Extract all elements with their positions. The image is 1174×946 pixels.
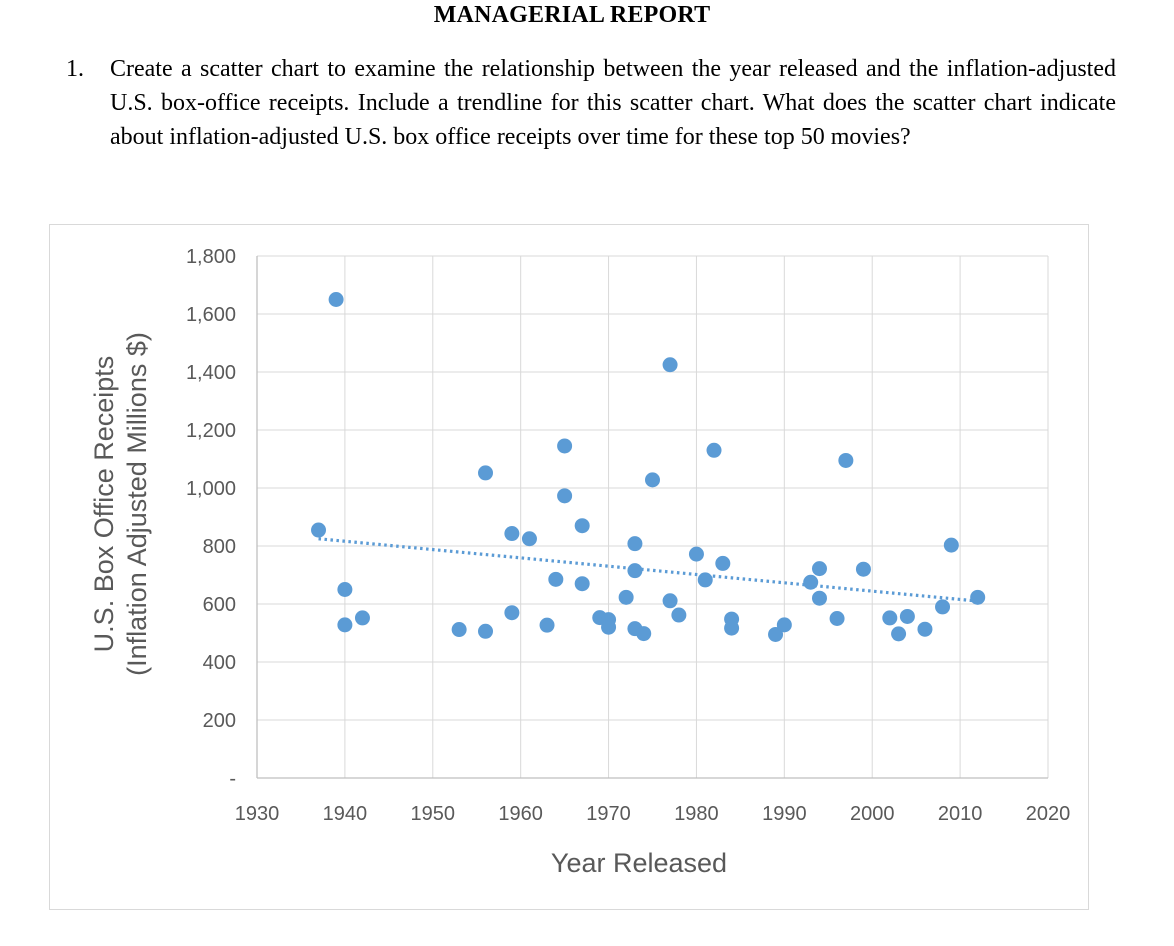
x-tick-label: 1970 xyxy=(586,803,631,825)
data-point xyxy=(970,589,986,605)
data-point xyxy=(311,522,327,538)
x-tick-labels: 1930 1940 1950 1960 1970 1980 1990 2000 2010 2020 xyxy=(235,803,1071,825)
x-tick-label: 1980 xyxy=(674,803,719,825)
data-point xyxy=(768,626,784,642)
y-tick-label: 400 xyxy=(203,652,236,674)
data-point xyxy=(557,438,573,454)
data-point xyxy=(504,605,520,621)
data-point xyxy=(645,472,660,488)
data-point xyxy=(557,488,573,504)
data-point xyxy=(337,617,353,633)
y-tick-label: 600 xyxy=(203,594,236,616)
data-point xyxy=(935,599,951,615)
data-point xyxy=(478,465,494,481)
axes xyxy=(256,256,1048,779)
data-point xyxy=(671,607,687,623)
data-point xyxy=(548,571,564,587)
data-point xyxy=(662,593,678,609)
data-point xyxy=(478,623,494,639)
y-tick-label: 1,200 xyxy=(186,420,236,442)
report-title: MANAGERIAL REPORT xyxy=(433,2,711,28)
data-point xyxy=(776,617,792,633)
y-tick-label: 200 xyxy=(203,710,236,732)
data-point xyxy=(451,622,467,638)
x-tick-label: 1950 xyxy=(411,803,456,825)
data-point xyxy=(829,611,845,626)
data-point xyxy=(882,610,898,626)
data-point xyxy=(618,589,634,605)
trendline xyxy=(318,537,978,603)
y-tick-label: 1,800 xyxy=(186,246,236,268)
x-tick-label: 1990 xyxy=(762,803,807,825)
data-point xyxy=(724,620,740,636)
data-point xyxy=(891,626,907,642)
data-point xyxy=(811,561,827,577)
y-tick-label: 1,400 xyxy=(186,362,236,384)
y-tick-label: 800 xyxy=(203,536,236,558)
data-point xyxy=(688,546,704,562)
data-point xyxy=(803,574,819,590)
y-tick-label: - xyxy=(229,768,236,790)
data-point xyxy=(662,357,678,373)
data-point xyxy=(521,531,537,547)
data-point xyxy=(706,442,722,458)
x-tick-label: 2010 xyxy=(938,803,983,825)
x-tick-label: 1940 xyxy=(323,803,368,825)
x-tick-label: 1930 xyxy=(235,803,280,825)
data-point xyxy=(574,576,590,592)
data-point xyxy=(917,621,933,637)
x-tick-label: 1960 xyxy=(498,803,543,825)
x-tick-label: 2000 xyxy=(850,803,895,825)
data-point xyxy=(539,617,555,633)
data-point xyxy=(943,537,959,553)
data-point xyxy=(899,608,915,624)
chart-frame: - 200 400 600 800 1,000 1,200 1,400 1,600 1,800 1… xyxy=(49,224,1089,910)
data-point xyxy=(328,292,344,307)
data-point xyxy=(636,626,652,642)
data-point xyxy=(627,563,643,579)
data-point xyxy=(855,561,871,577)
data-point xyxy=(715,555,731,571)
y-tick-label: 1,000 xyxy=(186,478,236,500)
x-tick-label: 2020 xyxy=(1026,803,1071,825)
y-axis-title-line2: (Inflation Adjusted Millions $) xyxy=(122,332,152,676)
gridlines xyxy=(257,255,1049,778)
data-point xyxy=(504,526,520,542)
x-axis-title: Year Released xyxy=(551,848,727,878)
data-points xyxy=(311,292,986,642)
data-point xyxy=(627,536,643,552)
question-number: 1. xyxy=(66,56,84,82)
y-tick-labels: - 200 400 600 800 1,000 1,200 1,400 1,600 1,800 xyxy=(186,246,236,790)
data-point xyxy=(337,582,353,597)
data-point xyxy=(838,452,854,468)
question-text: Create a scatter chart to examine the re… xyxy=(110,56,1116,150)
data-point xyxy=(354,610,370,626)
y-axis-title-line1: U.S. Box Office Receipts xyxy=(89,356,119,653)
data-point xyxy=(601,619,617,635)
scatter-chart: - 200 400 600 800 1,000 1,200 1,400 1,600 1,800 1… xyxy=(89,246,1071,878)
y-tick-label: 1,600 xyxy=(186,304,236,326)
data-point xyxy=(574,518,590,534)
data-point xyxy=(811,590,827,606)
trendline-group xyxy=(318,537,978,603)
data-point xyxy=(697,572,713,588)
